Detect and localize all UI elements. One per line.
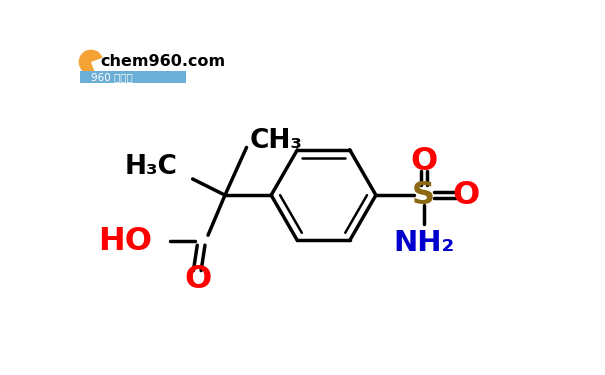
Text: O: O: [185, 264, 212, 296]
Text: HO: HO: [98, 226, 152, 257]
Text: NH₂: NH₂: [393, 229, 454, 257]
Text: O: O: [453, 180, 480, 211]
Text: O: O: [410, 146, 437, 177]
Wedge shape: [79, 50, 103, 74]
FancyBboxPatch shape: [80, 71, 186, 83]
Text: chem960.com: chem960.com: [100, 54, 225, 69]
Text: H₃C: H₃C: [125, 154, 177, 180]
Text: S: S: [412, 180, 435, 211]
Text: CH₃: CH₃: [250, 128, 302, 154]
Text: 960 化工网: 960 化工网: [91, 72, 132, 82]
